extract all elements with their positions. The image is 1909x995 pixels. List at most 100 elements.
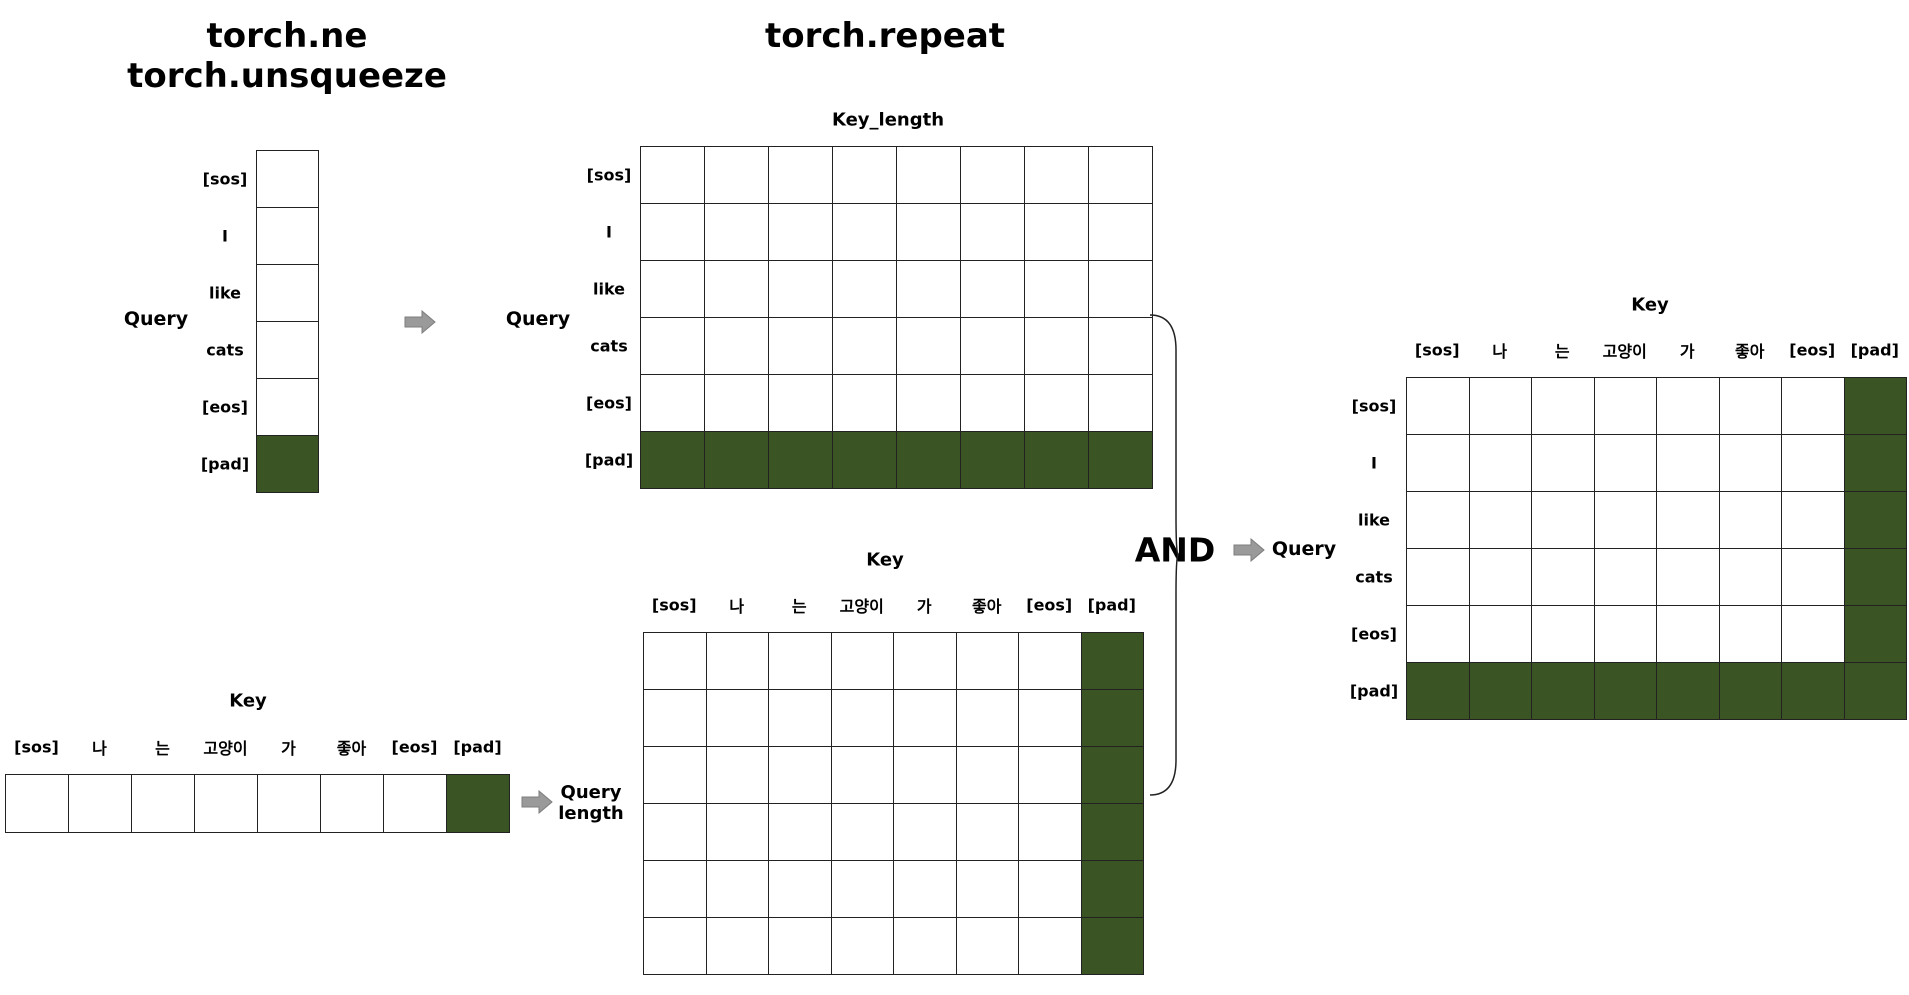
mask-cell: [194, 774, 258, 833]
mask-cell: [830, 803, 894, 861]
mask-cell: [1656, 434, 1720, 492]
pad-mask-cell: [960, 431, 1025, 489]
mask-cell: [640, 374, 705, 432]
mask-cell: [705, 746, 769, 804]
pad-mask-cell: [1843, 491, 1907, 549]
mask-cell: [1406, 605, 1470, 663]
mask-cell: [832, 317, 897, 375]
mask-cell: [830, 689, 894, 747]
mask-cell: [1531, 605, 1595, 663]
pad-mask-cell: [1024, 431, 1089, 489]
mask-cell: [768, 803, 832, 861]
pad-mask-cell: [1080, 803, 1144, 861]
column-token-label: [sos]: [14, 737, 59, 757]
mask-cell: [768, 860, 832, 918]
mask-cell: [1718, 377, 1782, 435]
row-token-label: [sos]: [202, 169, 248, 188]
mask-cell: [643, 860, 707, 918]
title-torch-ne: torch.ne torch.unsqueeze: [127, 16, 447, 96]
mask-cell: [1024, 146, 1089, 204]
column-token-label: 나: [92, 739, 107, 758]
mask-cell: [768, 632, 832, 690]
mask-cell: [832, 203, 897, 261]
column-token-label: 나: [729, 597, 745, 616]
column-token-label: 고양이: [1602, 342, 1647, 361]
mask-cell: [320, 774, 384, 833]
query-label-middle: Query: [505, 308, 571, 330]
mask-cell: [893, 632, 957, 690]
mask-cell: [705, 917, 769, 975]
arrow-right-icon: [404, 310, 436, 334]
row-token-label: like: [592, 279, 626, 298]
mask-cell: [640, 317, 705, 375]
mask-cell: [893, 746, 957, 804]
mask-cell: [1593, 377, 1657, 435]
column-token-label: 가: [281, 739, 296, 758]
mask-cell: [1018, 689, 1082, 747]
key-label-right: Key: [1631, 294, 1669, 316]
title-torch-unsqueeze-line2: torch.unsqueeze: [127, 56, 447, 96]
row-token-label: [eos]: [202, 397, 248, 416]
mask-cell: [1781, 548, 1845, 606]
mask-cell: [896, 260, 961, 318]
mask-cell: [383, 774, 447, 833]
mask-cell: [1593, 434, 1657, 492]
mask-cell: [955, 803, 1019, 861]
column-token-label: [eos]: [1789, 340, 1836, 360]
pad-mask-cell: [1843, 377, 1907, 435]
column-token-label: 는: [1554, 342, 1570, 361]
mask-cell: [832, 374, 897, 432]
row-token-label: [eos]: [1351, 624, 1397, 643]
arrow-right-icon: [521, 790, 553, 814]
mask-cell: [1468, 377, 1532, 435]
column-token-label: 나: [1492, 342, 1508, 361]
mask-cell: [1718, 605, 1782, 663]
mask-cell: [768, 260, 833, 318]
query-length-line2: length: [558, 803, 624, 824]
mask-cell: [705, 632, 769, 690]
mask-cell: [643, 632, 707, 690]
mask-cell: [1656, 377, 1720, 435]
query-length-line1: Query: [560, 782, 622, 803]
query-length-label: Query length: [558, 782, 624, 824]
pad-mask-cell: [1843, 605, 1907, 663]
row-token-label: I: [606, 222, 612, 241]
pad-mask-cell: [1593, 662, 1657, 720]
column-token-label: 가: [916, 597, 932, 616]
pad-mask-cell: [1080, 632, 1144, 690]
mask-cell: [1018, 917, 1082, 975]
arrow-right-icon: [1233, 538, 1265, 562]
pad-mask-cell: [832, 431, 897, 489]
title-torch-ne-line1: torch.ne: [206, 16, 368, 56]
mask-cell: [1406, 377, 1470, 435]
mask-cell: [1781, 377, 1845, 435]
mask-cell: [1656, 491, 1720, 549]
mask-cell: [960, 203, 1025, 261]
mask-cell: [955, 689, 1019, 747]
mask-cell: [1088, 374, 1153, 432]
mask-cell: [640, 146, 705, 204]
mask-cell: [1531, 434, 1595, 492]
column-token-label: 는: [155, 739, 170, 758]
mask-cell: [256, 207, 319, 265]
mask-cell: [830, 632, 894, 690]
mask-cell: [1531, 491, 1595, 549]
mask-cell: [893, 689, 957, 747]
mask-cell: [256, 150, 319, 208]
mask-cell: [1781, 491, 1845, 549]
pad-mask-cell: [1088, 431, 1153, 489]
mask-cell: [960, 260, 1025, 318]
mask-cell: [1024, 203, 1089, 261]
mask-cell: [768, 917, 832, 975]
mask-cell: [1781, 434, 1845, 492]
mask-cell: [1468, 548, 1532, 606]
pad-mask-cell: [704, 431, 769, 489]
mask-cell: [955, 632, 1019, 690]
row-token-label: like: [208, 283, 242, 302]
title-torch-repeat: torch.repeat: [764, 16, 1006, 56]
key-length-label: Key_length: [831, 109, 945, 131]
mask-cell: [1018, 803, 1082, 861]
mask-cell: [1718, 434, 1782, 492]
mask-cell: [704, 317, 769, 375]
mask-cell: [1018, 746, 1082, 804]
